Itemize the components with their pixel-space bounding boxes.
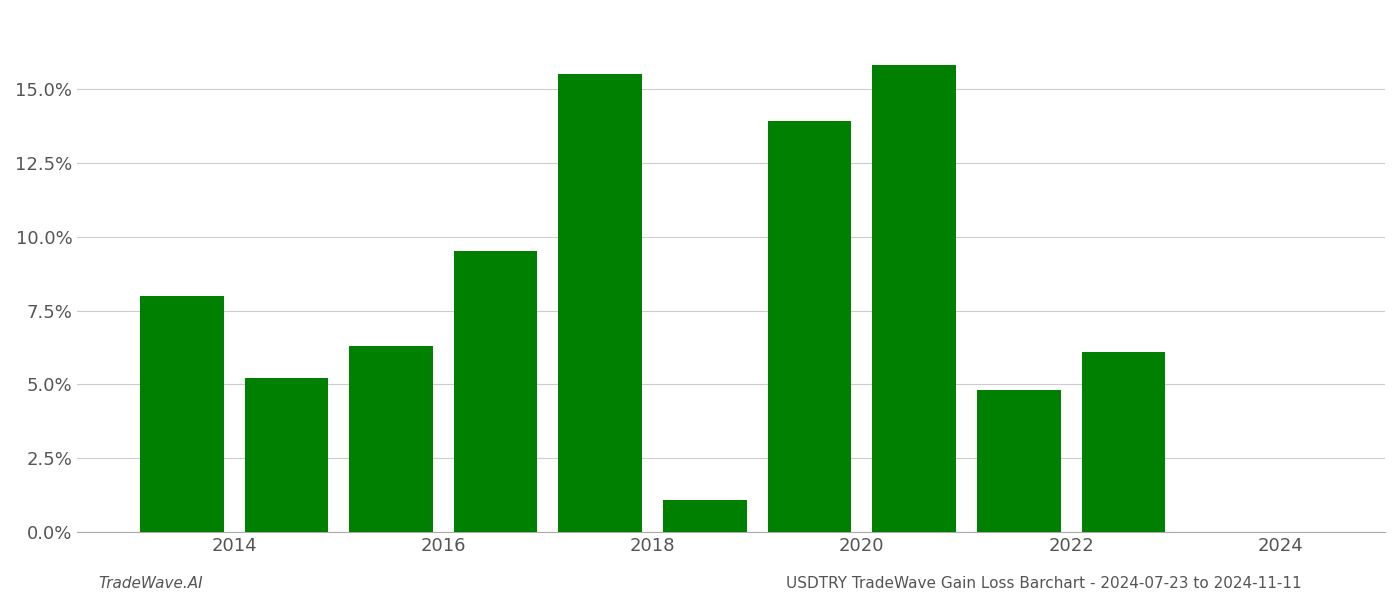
Bar <box>872 65 956 532</box>
Bar <box>977 390 1061 532</box>
Bar <box>349 346 433 532</box>
Bar <box>245 379 328 532</box>
Bar <box>1082 352 1165 532</box>
Text: TradeWave.AI: TradeWave.AI <box>98 576 203 591</box>
Bar <box>559 74 643 532</box>
Text: USDTRY TradeWave Gain Loss Barchart - 2024-07-23 to 2024-11-11: USDTRY TradeWave Gain Loss Barchart - 20… <box>787 576 1302 591</box>
Bar <box>140 296 224 532</box>
Bar <box>454 251 538 532</box>
Bar <box>664 500 746 532</box>
Bar <box>767 121 851 532</box>
